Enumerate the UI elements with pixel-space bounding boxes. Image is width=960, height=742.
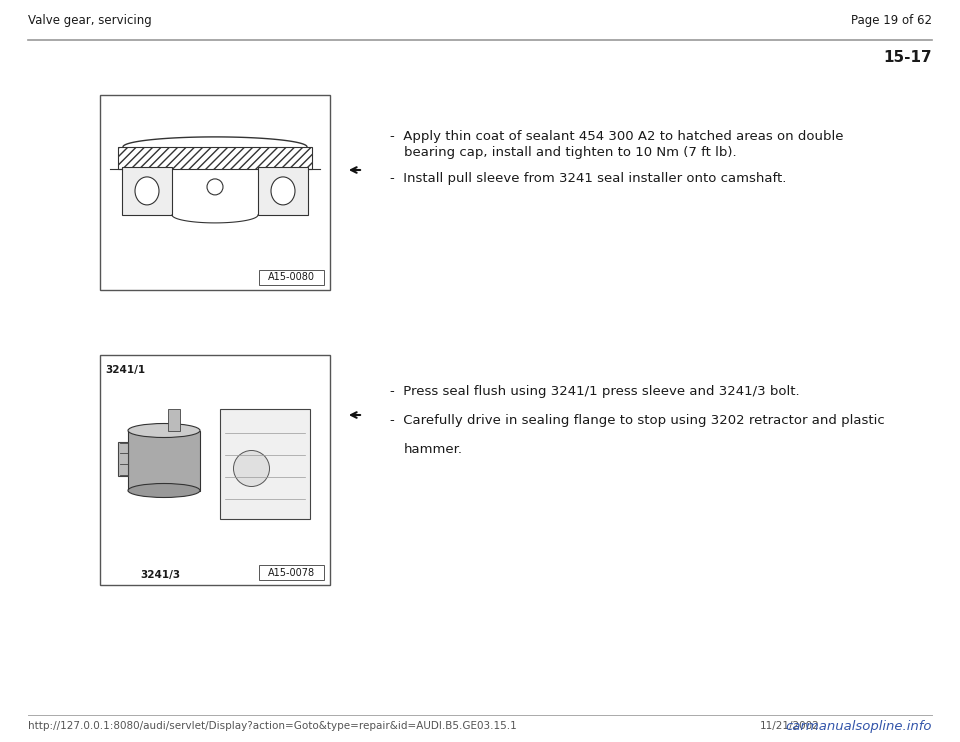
Text: 11/21/2002: 11/21/2002: [760, 721, 820, 731]
Text: Page 19 of 62: Page 19 of 62: [851, 14, 932, 27]
Text: Valve gear, servicing: Valve gear, servicing: [28, 14, 152, 27]
Bar: [100, 95, 330, 290]
Bar: [118, 147, 312, 169]
Text: -  Install pull sleeve from 3241 seal installer onto camshaft.: - Install pull sleeve from 3241 seal ins…: [390, 171, 786, 185]
Bar: [100, 355, 330, 585]
Text: hammer.: hammer.: [404, 442, 463, 456]
Bar: [220, 409, 310, 519]
Bar: [168, 409, 180, 430]
Bar: [118, 441, 128, 476]
Text: carmanualsopline.info: carmanualsopline.info: [785, 720, 932, 733]
Ellipse shape: [128, 424, 200, 438]
Text: 3241/3: 3241/3: [140, 570, 180, 580]
Bar: [258, 167, 308, 215]
Text: http://127.0.0.1:8080/audi/servlet/Display?action=Goto&type=repair&id=AUDI.B5.GE: http://127.0.0.1:8080/audi/servlet/Displ…: [28, 721, 516, 731]
Bar: [122, 167, 172, 215]
Circle shape: [233, 450, 270, 487]
Text: 15-17: 15-17: [883, 50, 932, 65]
Text: -  Apply thin coat of sealant 454 300 A2 to hatched areas on double: - Apply thin coat of sealant 454 300 A2 …: [390, 130, 844, 143]
Circle shape: [207, 179, 223, 195]
Text: -  Press seal flush using 3241/1 press sleeve and 3241/3 bolt.: - Press seal flush using 3241/1 press sl…: [390, 385, 800, 398]
Ellipse shape: [135, 177, 159, 205]
Text: A15-0080: A15-0080: [268, 272, 315, 283]
Text: A15-0078: A15-0078: [268, 568, 315, 577]
Ellipse shape: [271, 177, 295, 205]
Ellipse shape: [128, 484, 200, 497]
Text: 3241/1: 3241/1: [105, 365, 145, 375]
Bar: [128, 430, 200, 490]
Bar: [259, 565, 324, 580]
Text: bearing cap, install and tighten to 10 Nm (7 ft lb).: bearing cap, install and tighten to 10 N…: [404, 146, 736, 159]
Bar: [259, 270, 324, 285]
Text: -  Carefully drive in sealing flange to stop using 3202 retractor and plastic: - Carefully drive in sealing flange to s…: [390, 414, 885, 427]
